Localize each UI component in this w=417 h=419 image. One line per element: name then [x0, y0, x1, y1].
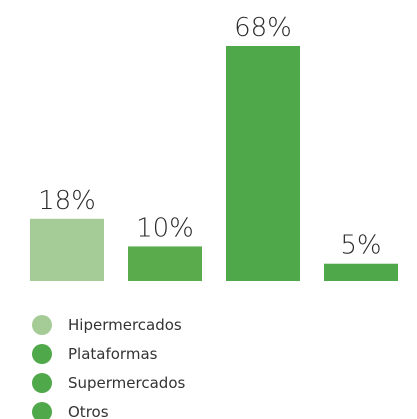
- legend-swatch: [32, 344, 52, 364]
- bar-plataformas: [128, 246, 202, 281]
- bar-otros: [324, 263, 398, 281]
- legend: Hipermercados Plataformas Supermercados Otr…: [32, 315, 185, 419]
- bar-supermercados: [226, 46, 300, 281]
- legend-swatch: [32, 373, 52, 393]
- value-label-supermercados: 68%: [234, 13, 292, 43]
- legend-swatch: [32, 402, 52, 419]
- bar-hipermercados: [30, 218, 104, 281]
- bars-group: [30, 46, 398, 281]
- legend-swatch: [32, 315, 52, 335]
- value-labels-group: 18% 10% 68% 5%: [38, 13, 382, 261]
- legend-label: Supermercados: [68, 374, 185, 392]
- legend-item-hipermercados: Hipermercados: [32, 315, 182, 335]
- legend-item-supermercados: Supermercados: [32, 373, 185, 393]
- legend-item-otros: Otros: [32, 402, 109, 419]
- value-label-hipermercados: 18%: [38, 186, 96, 216]
- value-label-otros: 5%: [340, 231, 381, 261]
- legend-item-plataformas: Plataformas: [32, 344, 158, 364]
- value-label-plataformas: 10%: [136, 213, 194, 243]
- legend-label: Hipermercados: [68, 316, 182, 334]
- legend-label: Otros: [68, 403, 109, 419]
- legend-label: Plataformas: [68, 345, 158, 363]
